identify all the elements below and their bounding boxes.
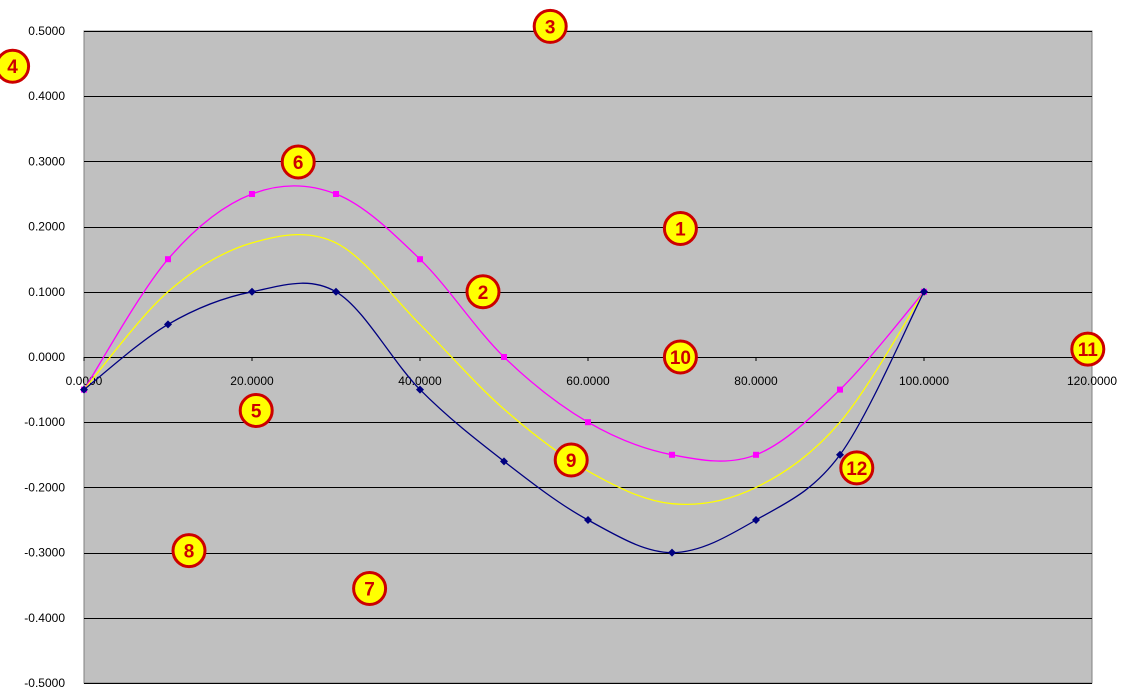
x-tick-label: 80.0000 [734,374,778,388]
badge-circle [839,450,875,486]
badge-number: 9 [566,451,577,472]
y-tick-label: 0.4000 [28,89,65,103]
badge-number: 10 [670,348,691,369]
series-3-point [248,287,256,296]
badge-circle [0,48,31,84]
series-1-point [585,419,591,426]
series-1-line [83,185,925,462]
series-1-point [333,191,339,197]
x-tick-label: 100.0000 [899,374,949,388]
series-3-point [920,287,928,296]
series-1-point [753,451,759,458]
series-3-point [668,548,676,557]
badge-circle [280,144,316,180]
y-tick-label: 0.5000 [28,24,65,38]
annotation-badge-11: 11 [1070,331,1106,367]
badge-number: 12 [846,459,867,480]
badge-number: 2 [478,283,489,304]
y-tick-label: 0.0000 [28,350,65,364]
badge-circle [662,339,698,375]
annotation-badge-7: 7 [352,570,388,606]
badge-circle [171,533,207,569]
y-tick-label: -0.3000 [24,546,65,560]
y-tick-label: -0.1000 [24,415,65,429]
y-tick-label: -0.2000 [24,480,65,494]
badge-circle [238,392,274,428]
annotation-badge-3: 3 [532,8,568,44]
badge-number: 1 [675,220,686,241]
y-tick-label: -0.4000 [24,611,65,625]
x-tick-label: 60.0000 [566,374,610,388]
annotation-badge-10: 10 [662,339,698,375]
annotation-badge-2: 2 [465,274,501,310]
annotation-badge-6: 6 [280,144,316,180]
badge-number: 6 [293,153,304,174]
annotation-badge-12: 12 [839,450,875,486]
series-3-point [164,320,172,329]
series-1-point [249,191,255,197]
annotation-badge-4: 4 [0,48,31,84]
badge-circle [465,274,501,310]
series-3-point [584,516,592,524]
series-2-line [83,234,925,506]
series-3-point [416,385,424,394]
badge-circle [1070,331,1106,367]
badge-number: 8 [184,542,195,563]
series-1-point [165,256,171,263]
badge-circle [352,570,388,606]
y-tick-label: -0.5000 [24,676,65,690]
series-3-point [836,450,844,459]
series-3-point [80,385,88,394]
series-3-point [500,457,508,466]
x-tick-label: 20.0000 [230,374,274,388]
annotation-badge-5: 5 [238,392,274,428]
badge-number: 5 [251,401,262,422]
y-tick-label: 0.1000 [28,285,65,299]
series-1-point [669,451,675,458]
badge-number: 11 [1078,340,1099,361]
y-tick-label: 0.2000 [28,220,65,234]
x-tick-label: 120.0000 [1067,374,1117,388]
badge-number: 3 [545,17,556,38]
badge-number: 7 [364,579,375,600]
annotation-badge-9: 9 [553,442,589,478]
badge-circle [553,442,589,478]
badge-circle [532,8,568,44]
series-3-point [332,287,340,296]
y-tick-label: 0.3000 [28,154,65,168]
series-3-point [752,516,760,524]
badge-circle [662,211,698,247]
series-1-point [417,256,423,263]
series-1-point [837,386,843,393]
badge-number: 4 [7,57,18,78]
series-1-point [501,354,507,360]
annotation-badge-8: 8 [171,533,207,569]
annotation-badge-1: 1 [662,211,698,247]
